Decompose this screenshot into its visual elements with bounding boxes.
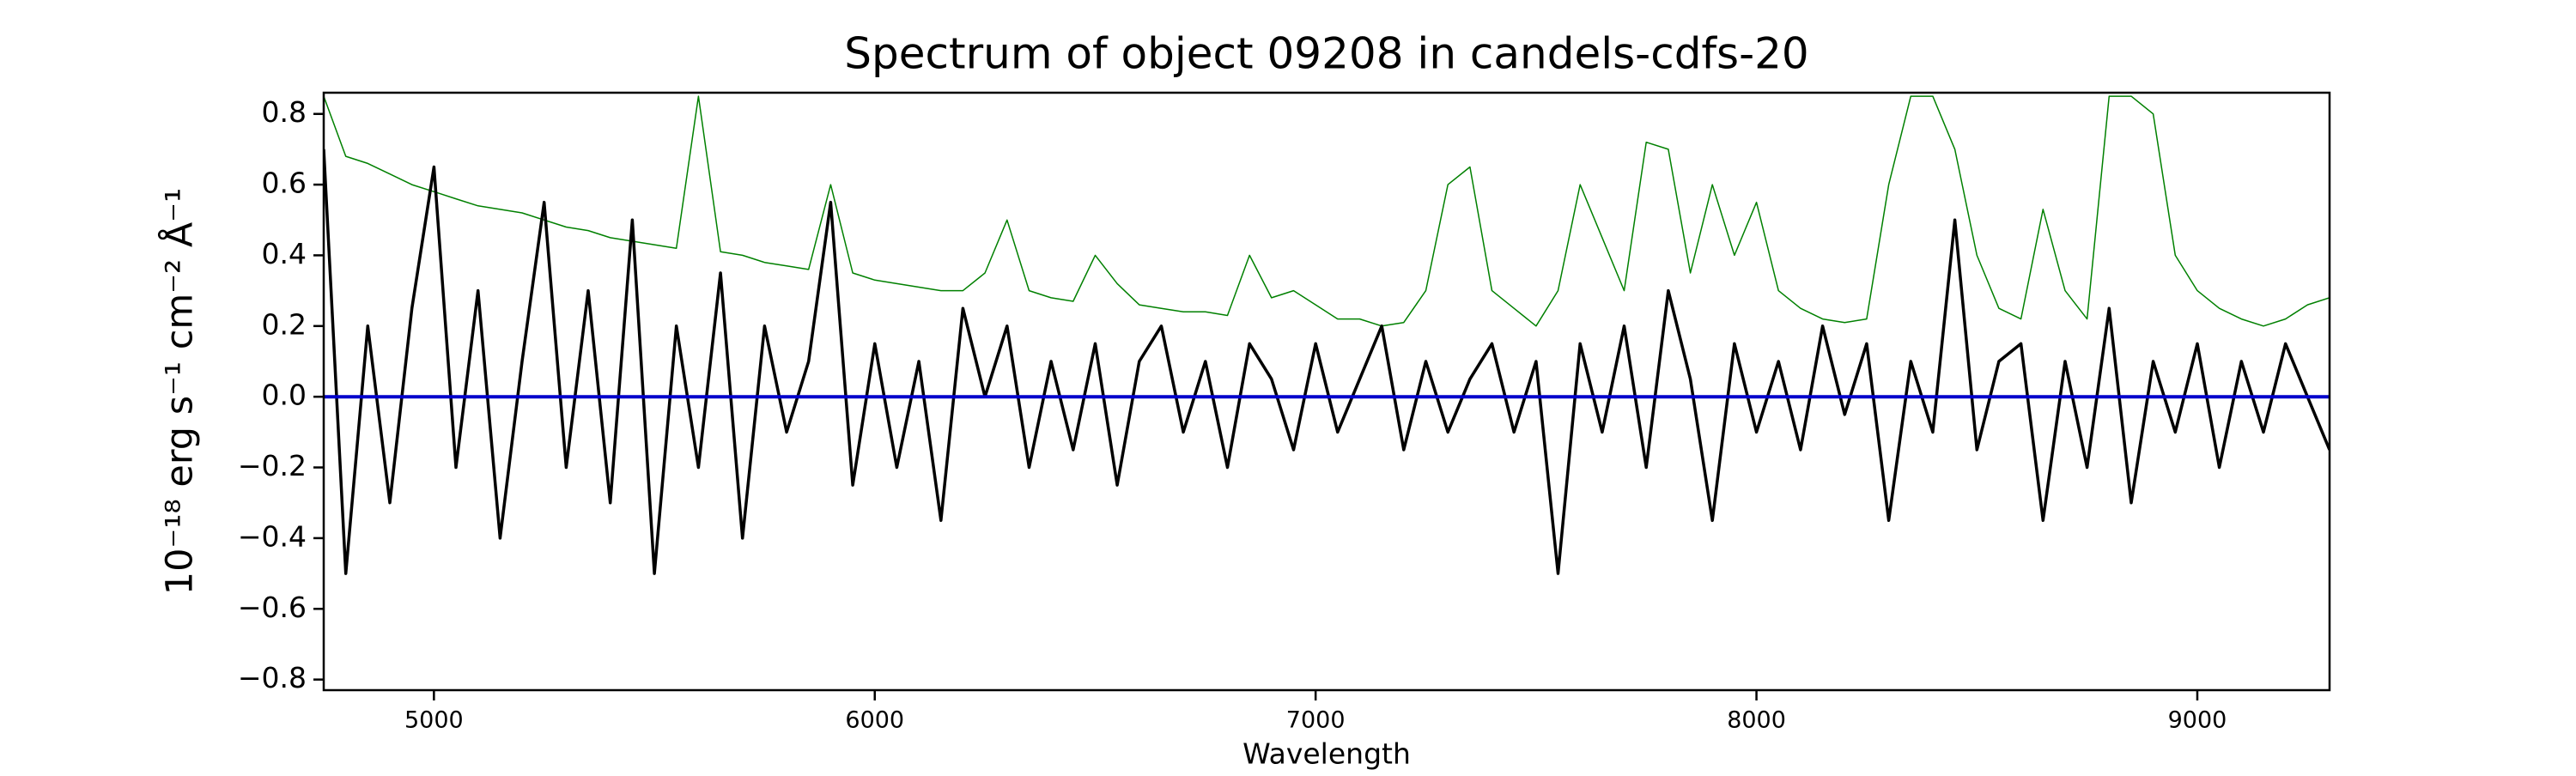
y-tick-label: 0.2 — [262, 307, 307, 341]
series-line — [324, 149, 2330, 575]
y-tick-label: 0.0 — [262, 379, 307, 412]
x-tick-label: 6000 — [845, 707, 904, 734]
y-tick-label: 0.4 — [262, 237, 307, 270]
series-line — [324, 95, 2330, 327]
plot-frame — [322, 91, 2331, 692]
x-tick-label: 9000 — [2168, 707, 2227, 734]
y-tick-label: −0.6 — [238, 591, 307, 624]
plot-area — [324, 95, 2330, 575]
y-tick-label: 0.6 — [262, 167, 307, 200]
x-tick-label: 8000 — [1727, 707, 1786, 734]
y-tick-label: −0.4 — [238, 519, 307, 553]
chart-title: Spectrum of object 09208 in candels-cdfs… — [844, 29, 1809, 79]
y-tick-label: −0.8 — [238, 661, 307, 694]
x-tick-label: 7000 — [1286, 707, 1346, 734]
y-tick-label: −0.2 — [238, 449, 307, 482]
y-tick-label: 0.8 — [262, 95, 307, 129]
y-axis-label: 10⁻¹⁸ erg s⁻¹ cm⁻² Å⁻¹ — [158, 188, 202, 595]
x-axis-label: Wavelength — [1242, 737, 1411, 771]
x-tick-label: 5000 — [404, 707, 464, 734]
